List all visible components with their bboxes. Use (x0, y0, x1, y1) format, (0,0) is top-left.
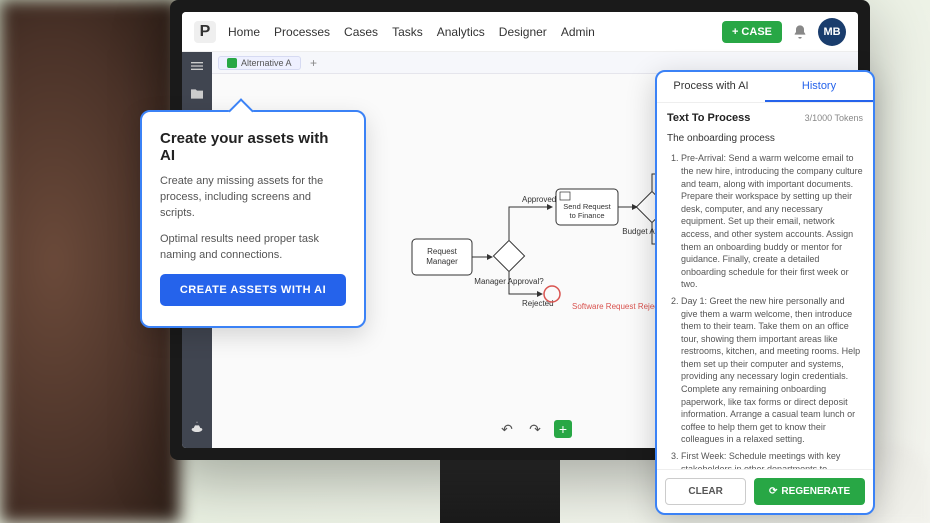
nav-designer[interactable]: Designer (499, 25, 547, 39)
undo-icon[interactable]: ↶ (498, 420, 516, 438)
app-logo[interactable]: P (194, 21, 216, 43)
nav-home[interactable]: Home (228, 25, 260, 39)
regenerate-button[interactable]: ⟳ REGENERATE (754, 478, 865, 505)
tab-status-badge (227, 58, 237, 68)
nav-analytics[interactable]: Analytics (437, 25, 485, 39)
regenerate-label: REGENERATE (781, 486, 850, 497)
ai-panel-tabs: Process with AI History (657, 72, 873, 103)
ai-assets-popover: Create your assets with AI Create any mi… (140, 110, 366, 328)
nav-admin[interactable]: Admin (561, 25, 595, 39)
nav-cases[interactable]: Cases (344, 25, 378, 39)
user-avatar[interactable]: MB (818, 18, 846, 46)
popover-title: Create your assets with AI (160, 130, 346, 164)
notifications-icon[interactable] (792, 24, 808, 40)
canvas-toolbar: ↶ ↷ + (498, 420, 572, 438)
topbar-right: + CASE MB (722, 18, 846, 46)
refresh-icon: ⟳ (769, 486, 777, 497)
edge-approved-label: Approved (522, 195, 556, 204)
nav-processes[interactable]: Processes (274, 25, 330, 39)
ai-section-title: Text To Process (667, 111, 750, 126)
task-request-manager-label: RequestManager (426, 247, 458, 266)
token-counter: 3/1000 Tokens (805, 112, 863, 125)
tab-history[interactable]: History (765, 72, 873, 102)
popover-body-1: Create any missing assets for the proces… (160, 174, 346, 222)
popover-body-2: Optimal results need proper task naming … (160, 232, 346, 264)
genie-lamp-icon[interactable] (189, 420, 205, 436)
top-navbar: P Home Processes Cases Tasks Analytics D… (182, 12, 858, 52)
redo-icon[interactable]: ↷ (526, 420, 544, 438)
create-case-button[interactable]: + CASE (722, 21, 782, 43)
edge-rejected-label: Rejected (522, 299, 554, 308)
add-tab-button[interactable]: + (307, 56, 321, 70)
clear-button[interactable]: CLEAR (665, 478, 746, 505)
hamburger-icon[interactable] (189, 58, 205, 74)
edge-approved (509, 207, 552, 240)
task-send-request-finance-label: Send Requestto Finance (563, 202, 611, 220)
ai-step-3: First Week: Schedule meetings with key s… (681, 450, 863, 469)
main-nav: Home Processes Cases Tasks Analytics Des… (228, 25, 595, 39)
folder-icon[interactable] (189, 86, 205, 102)
add-element-button[interactable]: + (554, 420, 572, 438)
tab-label: Alternative A (241, 58, 292, 68)
ai-panel-content: Text To Process 3/1000 Tokens The onboar… (657, 103, 873, 469)
ai-panel-footer: CLEAR ⟳ REGENERATE (657, 469, 873, 513)
ai-side-panel: Process with AI History Text To Process … (655, 70, 875, 515)
gateway-manager-approval[interactable] (493, 240, 524, 271)
process-tab-alternative-a[interactable]: Alternative A (218, 56, 301, 70)
create-assets-ai-button[interactable]: CREATE ASSETS WITH AI (160, 274, 346, 306)
tab-process-with-ai[interactable]: Process with AI (657, 72, 765, 102)
ai-step-2: Day 1: Greet the new hire personally and… (681, 295, 863, 446)
monitor-stand (440, 460, 560, 523)
ai-process-subtitle: The onboarding process (667, 132, 863, 146)
ai-process-steps-list: Pre-Arrival: Send a warm welcome email t… (667, 152, 863, 469)
ai-step-1: Pre-Arrival: Send a warm welcome email t… (681, 152, 863, 291)
nav-tasks[interactable]: Tasks (392, 25, 423, 39)
